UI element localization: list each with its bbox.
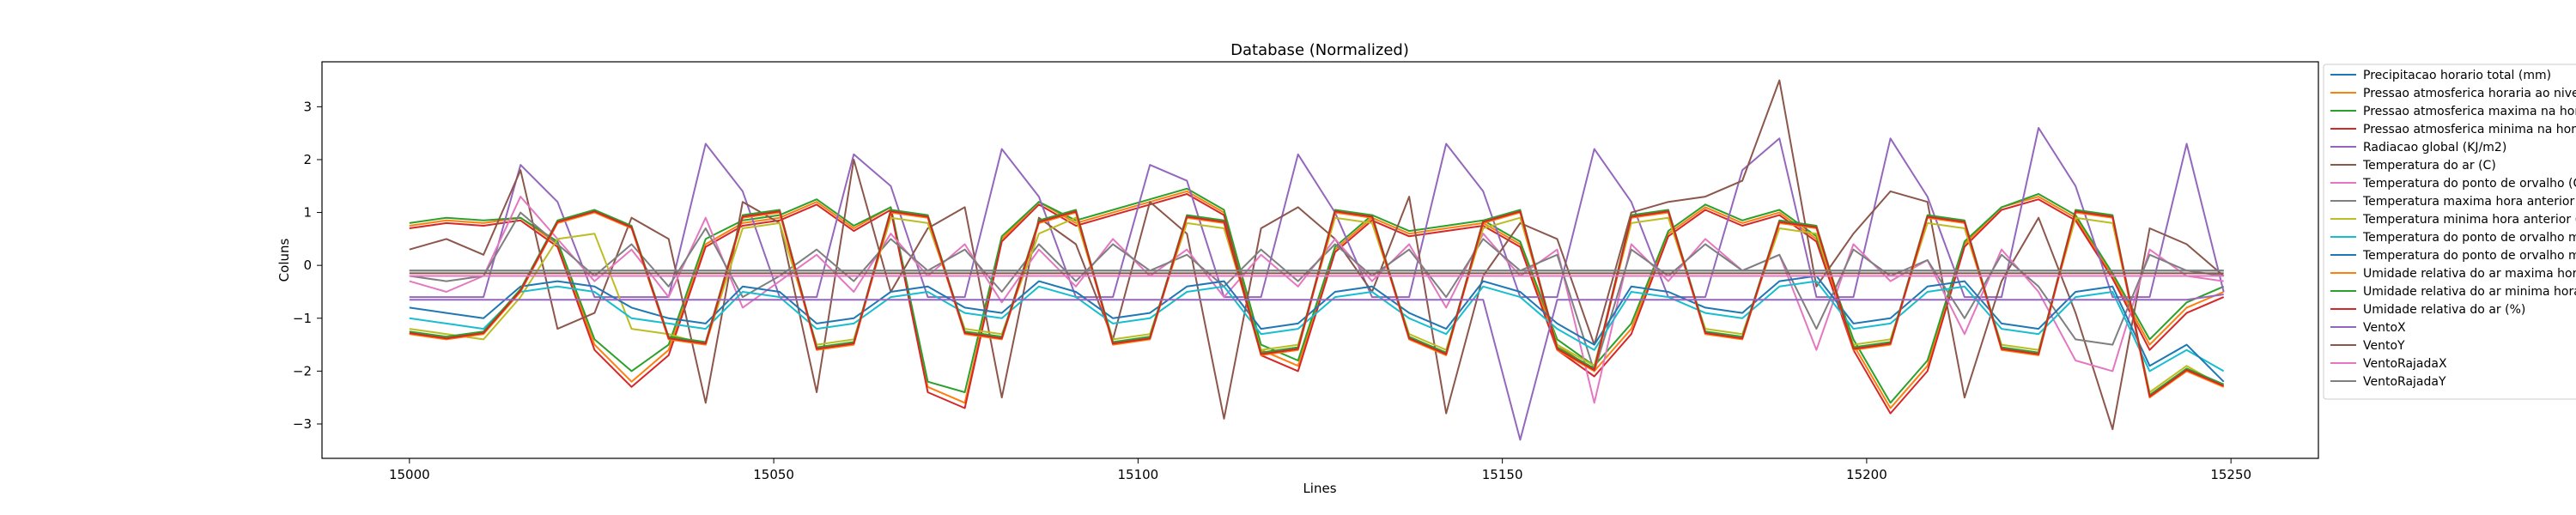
legend-label: Umidade relativa do ar minima hora anter… [2363,285,2576,299]
legend-label: Precipitacao horario total (mm) [2363,69,2551,82]
legend-label: VentoY [2363,339,2405,353]
chart-title: Database (Normalized) [1230,41,1409,59]
legend-label: Temperatura do ponto de orvalho maxima n… [2362,231,2576,245]
y-axis-label: Coluns [276,238,292,282]
legend-label: Pressao atmosferica maxima na hora anter… [2363,105,2576,118]
legend-label: VentoRajadaX [2363,357,2447,371]
legend-label: Temperatura do ponto de orvalho minima n… [2362,249,2576,263]
legend-label: Pressao atmosferica minima na hora anter… [2363,123,2576,136]
legend-label: Radiacao global (KJ/m2) [2363,141,2506,154]
y-tick-label: −2 [293,363,312,379]
legend: Precipitacao horario total (mm) Pressao a… [2323,64,2576,400]
series-line-13 [409,210,2225,397]
y-axis: −3 −2 −1 0 1 2 3 [293,99,322,432]
legend-label: Pressao atmosferica horaria ao nivel da … [2363,87,2576,100]
legend-label: Temperatura maxima hora anterior (C) [2362,195,2576,209]
x-tick-label: 15200 [1846,467,1887,482]
x-tick-label: 15100 [1118,467,1159,482]
x-tick-label: 15050 [753,467,794,482]
y-tick-label: −1 [293,311,312,326]
series-line-4 [409,127,2225,299]
legend-label: Temperatura do ponto de orvalho (C) [2362,177,2576,191]
series-line-7 [409,211,2224,373]
series-line-10 [409,275,2225,383]
x-tick-label: 15250 [2210,467,2251,482]
x-axis-label: Lines [1303,481,1336,496]
legend-label: Umidade relativa do ar (%) [2363,303,2525,317]
legend-label: VentoRajadaY [2363,375,2446,389]
x-axis: 15000 15050 15100 15150 15200 15250 [389,458,2251,482]
legend-label: Temperatura minima hora anterior (C) [2362,213,2576,227]
y-tick-label: 1 [303,205,312,221]
legend-label: VentoX [2363,321,2406,335]
axes-frame [321,61,2319,459]
series-line-3 [409,193,2225,415]
y-tick-label: 2 [303,152,312,167]
y-tick-label: 0 [303,258,312,273]
legend-label: Umidade relativa do ar maxima hora anter… [2363,267,2576,281]
plot-area [409,79,2225,441]
series-line-5 [409,79,2225,431]
series-line-14 [409,294,2224,441]
y-tick-label: 3 [303,99,312,114]
legend-box [2323,64,2576,400]
x-tick-label: 15000 [389,467,430,482]
series-line-2 [409,187,2225,404]
x-tick-label: 15150 [1482,467,1523,482]
legend-label: Temperatura do ar (C) [2362,159,2496,173]
y-tick-label: −3 [293,416,312,432]
